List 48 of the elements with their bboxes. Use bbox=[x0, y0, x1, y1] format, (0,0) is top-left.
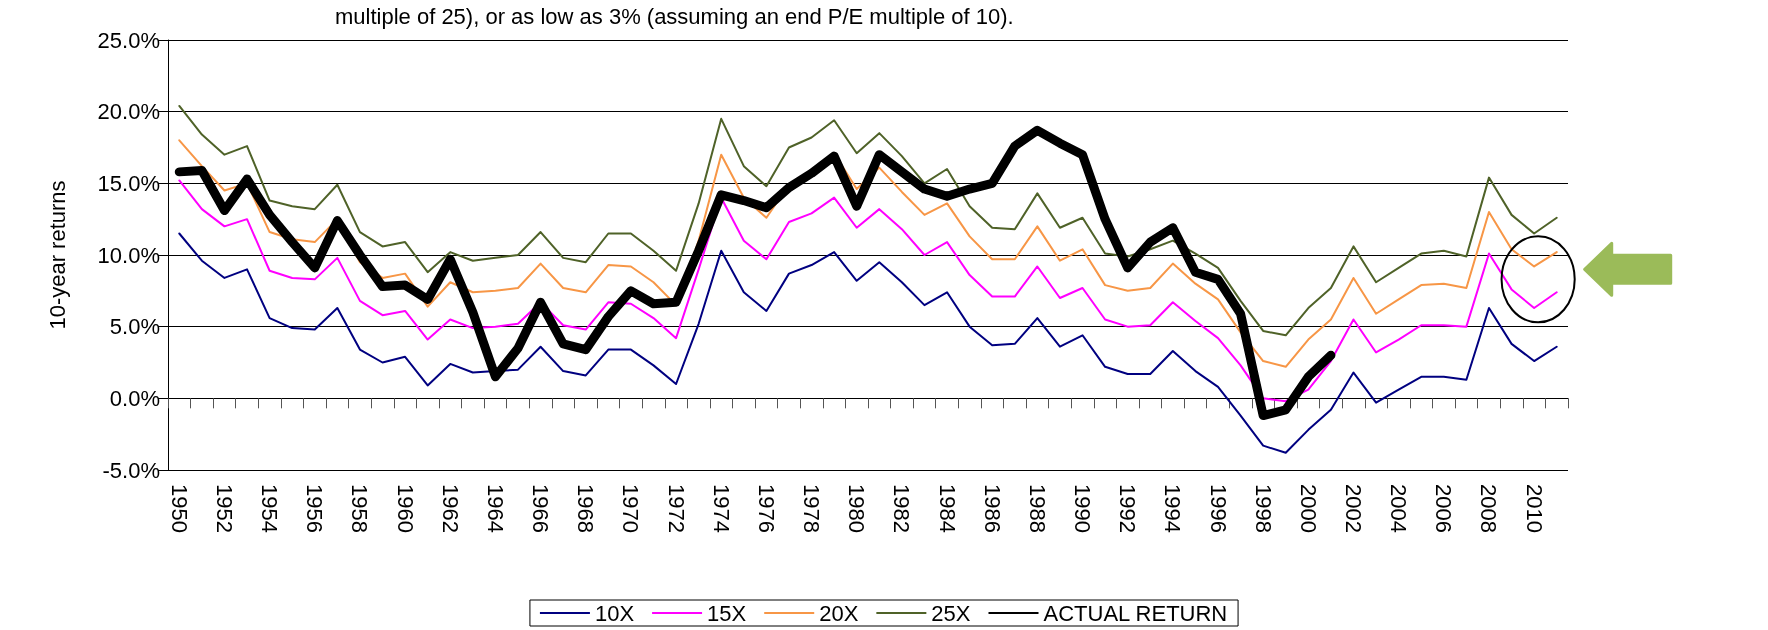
x-tick-label: 2004 bbox=[1386, 484, 1412, 533]
y-tick-label: 10.0% bbox=[97, 242, 160, 268]
legend-label: 25X bbox=[931, 600, 971, 626]
x-tick-label: 1996 bbox=[1205, 484, 1231, 533]
x-tick-label: 1952 bbox=[211, 484, 237, 533]
y-tick-label: 15.0% bbox=[97, 170, 160, 196]
legend-label: ACTUAL RETURN bbox=[1043, 600, 1228, 626]
x-tick-label: 1962 bbox=[437, 484, 463, 533]
x-tick-label: 1970 bbox=[618, 484, 644, 533]
x-tick-label: 1988 bbox=[1024, 484, 1050, 533]
x-tick-label: 1976 bbox=[753, 484, 779, 533]
x-tick-label: 1982 bbox=[889, 484, 915, 533]
y-axis-title: 10-year returns bbox=[44, 180, 70, 330]
x-tick-label: 1998 bbox=[1250, 484, 1276, 533]
x-tick-label: 2002 bbox=[1340, 484, 1366, 533]
x-tick-label: 1974 bbox=[708, 484, 734, 533]
x-tick-label: 1992 bbox=[1115, 484, 1141, 533]
x-tick-label: 1972 bbox=[663, 484, 689, 533]
y-tick-label: 0.0% bbox=[109, 385, 160, 411]
y-tick-label: 20.0% bbox=[97, 99, 160, 125]
legend-label: 10X bbox=[594, 600, 635, 626]
x-tick-label: 1990 bbox=[1070, 484, 1096, 533]
x-tick-label: 1956 bbox=[302, 484, 328, 533]
x-tick-label: 1966 bbox=[528, 484, 554, 533]
x-tick-label: 1978 bbox=[799, 484, 825, 533]
x-tick-label: 2008 bbox=[1476, 484, 1502, 533]
x-tick-label: 1994 bbox=[1160, 484, 1186, 533]
y-tick-label: 25.0% bbox=[97, 27, 160, 53]
x-tick-label: 1968 bbox=[573, 484, 599, 533]
x-tick-label: 1984 bbox=[934, 484, 960, 533]
x-tick-label: 1950 bbox=[166, 484, 192, 533]
legend-label: 20X bbox=[819, 600, 859, 626]
x-tick-label: 1986 bbox=[979, 484, 1005, 533]
x-tick-label: 2010 bbox=[1521, 484, 1547, 533]
chart-title: multiple of 25), or as low as 3% (assuming an end P/E multiple of 10). bbox=[335, 3, 1014, 29]
line-series bbox=[178, 232, 1558, 454]
x-tick-label: 1960 bbox=[392, 484, 418, 533]
y-tick-label: 5.0% bbox=[109, 314, 160, 340]
x-tick-label: 1980 bbox=[844, 484, 870, 533]
line-series bbox=[178, 179, 1558, 403]
x-tick-label: 1964 bbox=[482, 484, 508, 533]
legend-label: 15X bbox=[707, 600, 747, 626]
x-tick-label: 1954 bbox=[257, 484, 283, 533]
x-tick-label: 2006 bbox=[1431, 484, 1457, 533]
y-tick-label: -5.0% bbox=[102, 457, 160, 483]
x-tick-label: 2000 bbox=[1295, 484, 1321, 533]
line-series bbox=[178, 104, 1558, 337]
x-tick-label: 1958 bbox=[347, 484, 373, 533]
